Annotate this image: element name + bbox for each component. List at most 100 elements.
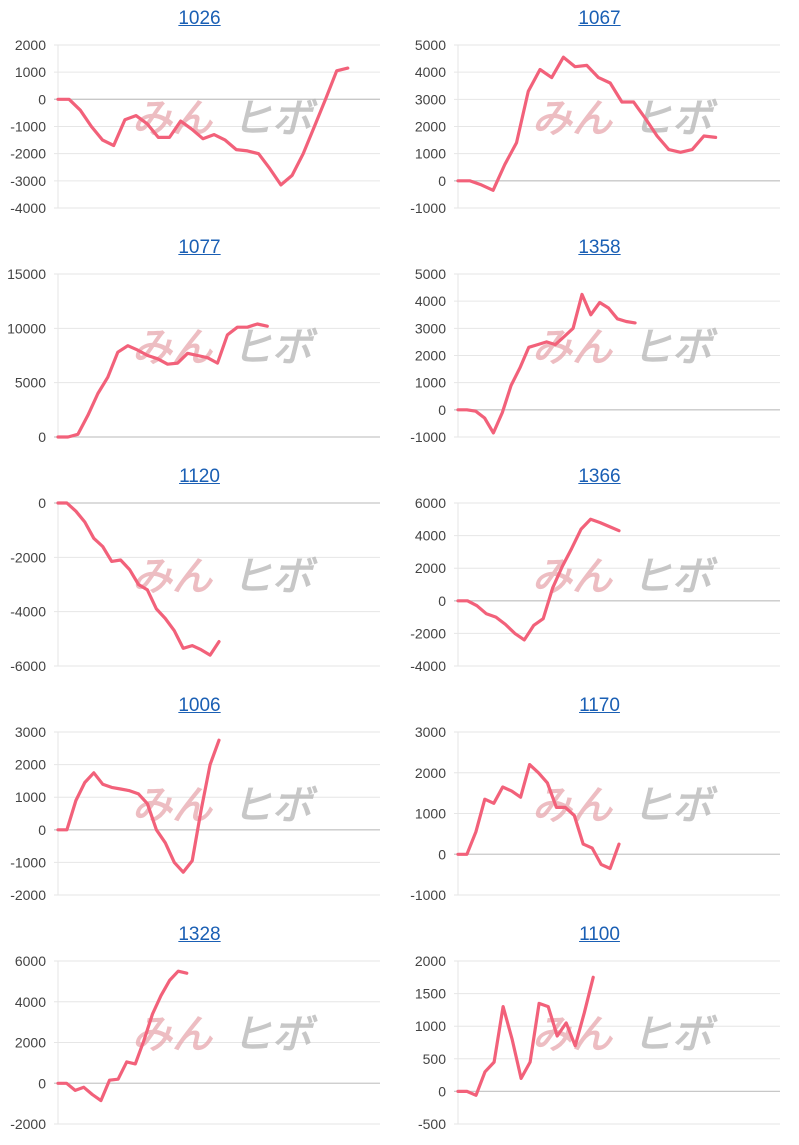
- y-tick-label: -1000: [10, 854, 46, 870]
- watermark-right: ヒボ: [232, 325, 318, 371]
- y-tick-label: 0: [438, 593, 446, 609]
- y-tick-label: 1000: [415, 806, 446, 822]
- chart-title-link[interactable]: 1366: [578, 466, 621, 487]
- watermark-right: ヒボ: [632, 325, 718, 371]
- y-tick-label: 2000: [15, 757, 46, 773]
- chart-title-link[interactable]: 1328: [178, 924, 221, 945]
- watermark-right: ヒボ: [232, 96, 318, 142]
- y-tick-label: 2000: [415, 348, 446, 364]
- chart-title-link[interactable]: 1077: [178, 237, 221, 258]
- y-tick-label: -1000: [410, 887, 446, 903]
- y-tick-label: 1500: [415, 986, 446, 1002]
- series-line: [56, 738, 221, 874]
- watermark-right: ヒボ: [232, 783, 318, 829]
- watermark-left: みん: [532, 325, 614, 371]
- watermark-left: みん: [532, 96, 614, 142]
- watermark-left: みん: [532, 1012, 614, 1058]
- y-tick-label: 6000: [15, 953, 46, 969]
- y-tick-label: 2000: [415, 560, 446, 576]
- y-tick-label: -1000: [410, 200, 446, 216]
- y-tick-label: 1000: [415, 146, 446, 162]
- chart-title-link[interactable]: 1026: [178, 8, 221, 29]
- y-tick-label: -2000: [410, 625, 446, 641]
- y-tick-label: -1000: [10, 119, 46, 135]
- y-tick-label: -2000: [10, 146, 46, 162]
- y-tick-label: 0: [38, 822, 46, 838]
- series-line: [456, 517, 621, 642]
- chart-panel: 1328 6000 4000 2000 0 -2000 みん ヒボ: [0, 916, 399, 1145]
- series-line: [56, 969, 189, 1103]
- watermark-right: ヒボ: [632, 783, 718, 829]
- chart-panel: 1366 6000 4000 2000 0 -2000 -4000 みん ヒボ: [400, 458, 799, 687]
- y-tick-label: 3000: [15, 724, 46, 740]
- y-tick-label: 4000: [15, 994, 46, 1010]
- series-line: [456, 762, 621, 871]
- chart-plot: 2000 1500 1000 500 0 -500 みん ヒボ: [415, 953, 780, 1132]
- y-tick-label: 0: [38, 429, 46, 445]
- y-tick-label: 4000: [415, 293, 446, 309]
- y-tick-label: -2000: [10, 887, 46, 903]
- series-line: [56, 501, 221, 657]
- series-line: [456, 55, 718, 192]
- chart-title-link[interactable]: 1067: [578, 8, 621, 29]
- y-tick-label: -4000: [10, 200, 46, 216]
- y-tick-label: 2000: [15, 37, 46, 53]
- chart-panel: 1067 5000 4000 3000 2000 1000 0 -1000 みん ヒボ: [400, 0, 799, 229]
- y-tick-label: 0: [38, 1075, 46, 1091]
- chart-panel: 1358 5000 4000 3000 2000 1000 0 -1000 みん ヒボ: [400, 229, 799, 458]
- y-tick-label: 0: [38, 495, 46, 511]
- y-tick-label: -4000: [410, 658, 446, 674]
- y-tick-label: 1000: [15, 64, 46, 80]
- y-tick-label: 2000: [415, 119, 446, 135]
- y-tick-label: 1000: [15, 789, 46, 805]
- chart-plot: 3000 2000 1000 0 -1000 みん ヒボ: [410, 724, 780, 903]
- y-tick-label: 0: [438, 1083, 446, 1099]
- y-tick-label: 15000: [7, 266, 46, 282]
- chart-panel: 1100 2000 1500 1000 500 0 -500 みん ヒボ: [400, 916, 799, 1145]
- chart-title-link[interactable]: 1170: [579, 695, 620, 716]
- y-tick-label: 5000: [15, 375, 46, 391]
- y-tick-label: 1000: [415, 375, 446, 391]
- y-tick-label: -4000: [10, 604, 46, 620]
- y-tick-label: 0: [38, 91, 46, 107]
- y-tick-label: 5000: [415, 37, 446, 53]
- series-line: [56, 322, 269, 439]
- watermark-right: ヒボ: [632, 554, 718, 600]
- chart-title-link[interactable]: 1358: [578, 237, 621, 258]
- watermark-right: ヒボ: [232, 554, 318, 600]
- y-tick-label: 2000: [415, 953, 446, 969]
- y-tick-label: -3000: [10, 173, 46, 189]
- y-tick-label: 6000: [415, 495, 446, 511]
- chart-panel: 1026 2000 1000 0 -1000 -2000 -3000 -4000 みん ヒボ: [0, 0, 399, 229]
- y-tick-label: 3000: [415, 724, 446, 740]
- chart-title-link[interactable]: 1006: [178, 695, 221, 716]
- chart-panel: 1006 3000 2000 1000 0 -1000 -2000 みん ヒボ: [0, 687, 399, 916]
- series-line: [456, 292, 637, 435]
- y-tick-label: 4000: [415, 64, 446, 80]
- chart-panel: 1120 0 -2000 -4000 -6000 みん ヒボ: [0, 458, 399, 687]
- y-tick-label: 1000: [415, 1018, 446, 1034]
- chart-plot: 6000 4000 2000 0 -2000 -4000 みん ヒボ: [410, 495, 780, 674]
- chart-title-link[interactable]: 1100: [579, 924, 620, 945]
- y-tick-label: 4000: [415, 528, 446, 544]
- watermark-left: みん: [132, 554, 214, 600]
- chart-title-link[interactable]: 1120: [179, 466, 220, 487]
- y-tick-label: 10000: [7, 320, 46, 336]
- series-line: [456, 975, 595, 1097]
- y-tick-label: 3000: [415, 320, 446, 336]
- y-tick-label: -1000: [410, 429, 446, 445]
- series-line: [56, 66, 350, 187]
- y-tick-label: 5000: [415, 266, 446, 282]
- chart-plot: 0 -2000 -4000 -6000 みん ヒボ: [10, 495, 380, 674]
- y-tick-label: -6000: [10, 658, 46, 674]
- y-tick-label: 2000: [415, 765, 446, 781]
- y-tick-label: -2000: [10, 1116, 46, 1132]
- y-tick-label: 3000: [415, 91, 446, 107]
